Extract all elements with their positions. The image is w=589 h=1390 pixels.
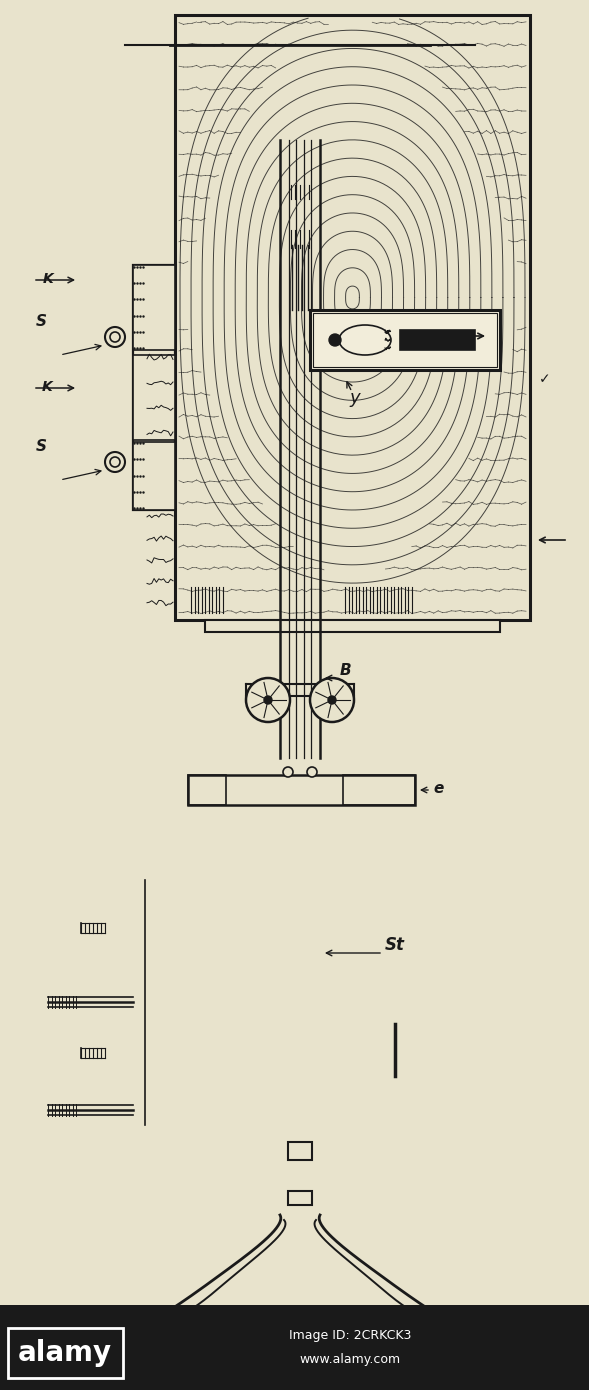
Text: K: K [41,379,52,393]
Circle shape [310,678,354,721]
Bar [310,310,500,370]
Text: Image ID: 2CRKCK3: Image ID: 2CRKCK3 [289,1329,411,1341]
Bar [8,1327,123,1377]
Circle shape [110,332,120,342]
Bar [133,265,175,510]
Circle shape [110,457,120,467]
Circle shape [328,696,336,703]
Circle shape [307,767,317,777]
Bar [343,776,415,805]
Circle shape [283,767,293,777]
Text: y: y [350,389,360,407]
Text: S: S [36,314,47,328]
Bar [401,329,475,350]
Bar [288,1143,312,1161]
Text: St: St [385,935,405,954]
Text: B: B [340,663,352,677]
Bar [0,1305,589,1390]
Circle shape [105,327,125,348]
Bar [133,354,175,441]
Bar [133,442,175,510]
Bar [288,1191,312,1205]
Bar [401,329,475,350]
Bar [205,620,500,632]
Text: K: K [42,272,53,286]
Circle shape [264,696,272,703]
Circle shape [329,334,341,346]
Text: www.alamy.com: www.alamy.com [299,1354,401,1366]
Circle shape [246,678,290,721]
Circle shape [105,452,125,473]
Text: e: e [433,781,444,795]
Bar [175,15,530,620]
Bar [313,313,497,367]
Text: $\checkmark$: $\checkmark$ [538,371,550,385]
Bar [188,776,226,805]
Bar [133,265,175,350]
Bar [188,776,415,805]
Text: alamy: alamy [18,1339,112,1366]
Text: S: S [36,438,47,453]
